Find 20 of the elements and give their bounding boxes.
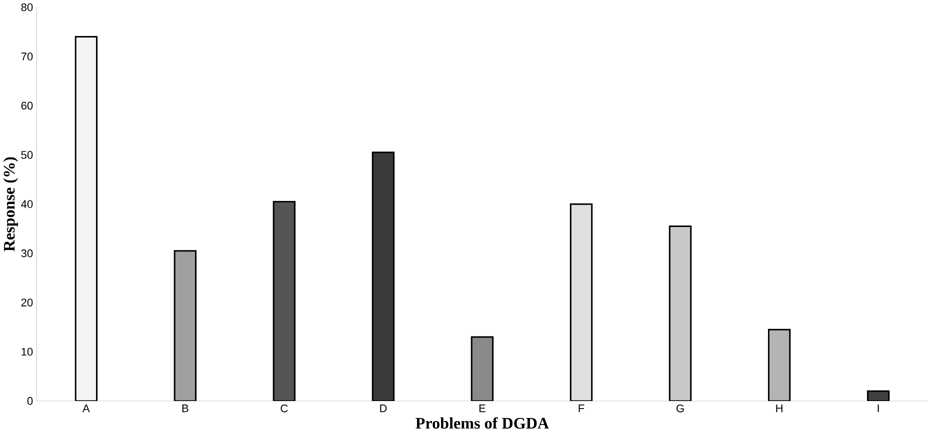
y-tick-label: 80 <box>21 3 33 12</box>
x-tick-label: F <box>578 404 584 412</box>
x-tick-label: B <box>182 404 188 412</box>
y-tick-label: 30 <box>21 249 33 258</box>
y-tick-label: 0 <box>27 397 33 405</box>
y-tick-label: 40 <box>21 200 33 208</box>
x-tick-label: E <box>479 404 486 412</box>
y-tick-label: 70 <box>21 52 33 60</box>
x-tick-label: D <box>380 404 387 412</box>
y-axis-title: Response (%) <box>3 157 18 252</box>
y-tick-label: 50 <box>21 150 33 159</box>
x-tick-label: C <box>280 404 288 412</box>
y-tick-label: 60 <box>21 102 33 110</box>
x-tick-label: A <box>82 404 90 412</box>
y-tick-label: 20 <box>21 298 33 306</box>
y-tick-label: 10 <box>22 348 33 356</box>
x-tick-label: H <box>776 404 782 412</box>
x-tick-label: G <box>676 404 684 412</box>
x-tick-label: I <box>878 404 879 412</box>
x-axis-title: Problems of DGDA <box>416 417 549 429</box>
